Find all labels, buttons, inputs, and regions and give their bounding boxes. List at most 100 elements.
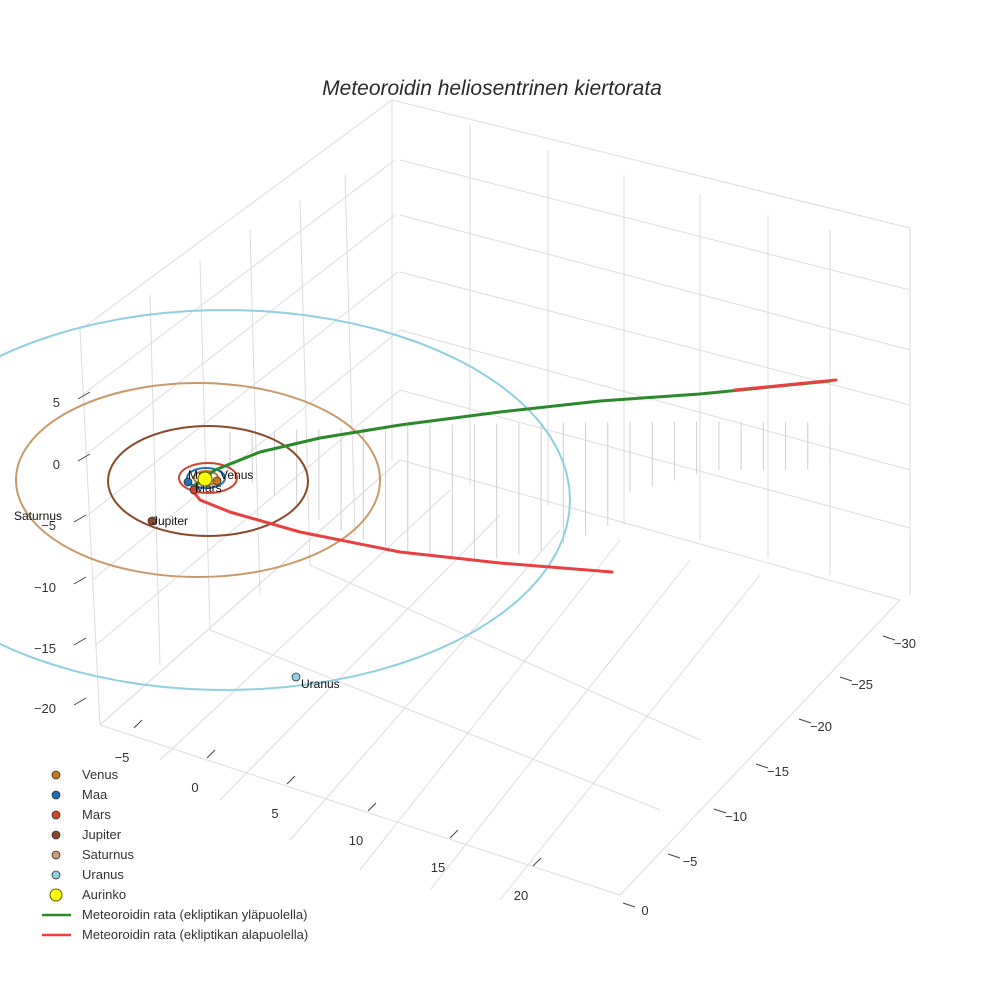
mars-marker — [189, 485, 199, 495]
grid-line — [391, 99, 911, 229]
legend-marker — [51, 830, 61, 840]
z-tick-mark — [73, 514, 87, 523]
grid-line — [99, 724, 621, 896]
y-tick-label: −20 — [810, 719, 832, 734]
trajectory-above-ecliptic — [190, 379, 832, 489]
y-tick-label: −15 — [767, 764, 789, 779]
y-tick-label: 0 — [641, 903, 648, 918]
y-tick-mark — [839, 676, 853, 682]
x-tick-mark — [532, 857, 542, 867]
axis-ticks: 5 0 −5 −10 −15 −20 −5 0 5 10 15 20 −30 −25 −20 −15 −10 −5… — [34, 391, 916, 918]
grid-line — [99, 459, 401, 726]
legend: Venus Maa Mars Jupiter Saturnus Uranus Aurinko… — [42, 767, 308, 942]
grid-line — [209, 629, 661, 811]
grid-line — [87, 271, 399, 516]
y-tick-label: −30 — [894, 636, 916, 651]
legend-marker — [51, 870, 61, 880]
meteoroid-trajectory — [190, 378, 838, 574]
grid-line — [159, 489, 451, 761]
x-tick-label: 15 — [431, 860, 445, 875]
y-tick-mark — [882, 635, 896, 641]
z-tick-mark — [73, 697, 87, 706]
x-tick-mark — [206, 749, 216, 759]
y-tick-mark — [713, 808, 727, 814]
y-tick-mark — [755, 763, 769, 769]
uranus-marker — [291, 672, 301, 682]
grid-line — [619, 599, 901, 896]
saturnus-orbit — [15, 382, 381, 578]
jupiter-orbit — [107, 425, 309, 537]
z-tick-label: −10 — [34, 580, 56, 595]
grid-line — [359, 539, 621, 871]
z-tick-mark — [77, 391, 91, 400]
legend-marker — [51, 790, 61, 800]
y-tick-mark — [622, 902, 636, 908]
venus-label: Venus — [220, 468, 253, 482]
legend-label: Meteoroidin rata (ekliptikan alapuolella… — [82, 927, 308, 942]
x-tick-label: 5 — [271, 806, 278, 821]
z-tick-label: −20 — [34, 701, 56, 716]
trajectory-below-ecliptic-tail — [733, 378, 838, 392]
meteoroid-drop-lines — [229, 421, 831, 560]
x-tick-label: 20 — [514, 888, 528, 903]
legend-label: Uranus — [82, 867, 124, 882]
sun-marker — [197, 471, 213, 487]
jupiter-marker — [147, 516, 157, 526]
legend-label: Mars — [82, 807, 111, 822]
grid-line — [81, 159, 396, 396]
z-tick-mark — [73, 576, 87, 585]
x-tick-label: −5 — [115, 750, 130, 765]
grid-line — [91, 329, 401, 581]
x-tick-mark — [367, 802, 377, 812]
y-tick-label: −5 — [683, 854, 698, 869]
grid-line — [399, 271, 911, 406]
grid-line — [399, 459, 901, 601]
z-tick-label: 5 — [53, 395, 60, 410]
grid-line — [309, 564, 701, 741]
trajectory-below-ecliptic — [190, 488, 614, 574]
y-tick-mark — [798, 718, 812, 724]
uranus-orbit — [0, 309, 572, 691]
grid-line — [344, 174, 356, 536]
grid-line — [79, 99, 393, 331]
z-tick-label: −15 — [34, 641, 56, 656]
mars-orbit — [178, 462, 238, 494]
legend-label: Venus — [82, 767, 119, 782]
chart-title: Meteoroidin heliosentrinen kiertorata — [322, 77, 662, 100]
x-tick-mark — [286, 775, 296, 785]
grid-line — [249, 229, 261, 596]
legend-label: Aurinko — [82, 887, 126, 902]
legend-label: Jupiter — [82, 827, 122, 842]
y-tick-mark — [667, 853, 681, 859]
maa-marker — [183, 477, 193, 487]
grid-line — [289, 529, 561, 841]
legend-marker — [51, 810, 61, 820]
grid-line — [399, 389, 911, 529]
grid-line — [399, 329, 911, 471]
y-tick-label: −10 — [725, 809, 747, 824]
grid-line — [149, 294, 161, 666]
x-tick-mark — [449, 829, 459, 839]
grid-line — [499, 574, 761, 901]
planet-orbits — [0, 309, 572, 691]
jupiter-label: Jupiter — [152, 514, 188, 528]
venus-marker — [212, 476, 222, 486]
grid-line — [219, 514, 501, 801]
z-tick-label: 0 — [53, 457, 60, 472]
legend-marker — [51, 850, 61, 860]
grid-line — [199, 259, 211, 631]
grid-panes — [79, 99, 911, 901]
legend-label: Saturnus — [82, 847, 135, 862]
z-tick-mark — [73, 637, 87, 646]
z-tick-mark — [77, 453, 91, 462]
legend-label: Meteoroidin rata (ekliptikan yläpuolella… — [82, 907, 307, 922]
y-tick-label: −25 — [851, 677, 873, 692]
legend-label: Maa — [82, 787, 108, 802]
x-tick-label: 0 — [191, 780, 198, 795]
z-tick-label: −5 — [41, 518, 56, 533]
legend-sun-marker — [49, 888, 63, 902]
grid-line — [429, 559, 691, 891]
x-tick-mark — [133, 719, 143, 729]
